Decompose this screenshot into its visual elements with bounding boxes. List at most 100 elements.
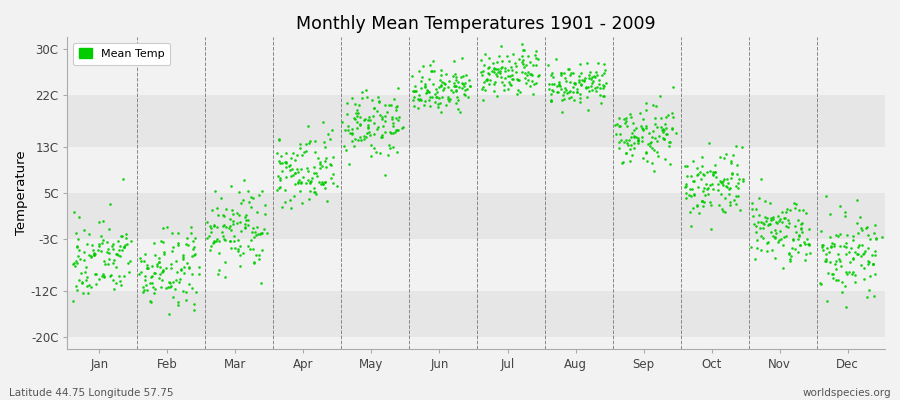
Point	[800, 236, 814, 242]
Bar	[68, 95, 885, 147]
Point	[234, 228, 248, 234]
Point	[243, 246, 257, 252]
Point	[848, 249, 862, 256]
Point	[839, 251, 853, 257]
Point	[361, 125, 375, 131]
Point	[648, 115, 662, 122]
Point	[299, 148, 313, 154]
Point	[778, 233, 793, 240]
Point	[284, 205, 298, 211]
Point	[140, 287, 155, 293]
Point	[865, 252, 879, 258]
Point	[310, 173, 324, 179]
Point	[292, 177, 306, 183]
Point	[102, 255, 116, 262]
Point	[463, 83, 477, 90]
Point	[544, 72, 559, 78]
Point	[161, 278, 176, 285]
Point	[272, 137, 286, 143]
Point	[238, 224, 252, 231]
Point	[626, 140, 641, 146]
Point	[102, 226, 116, 233]
Point	[353, 134, 367, 141]
Point	[91, 247, 105, 254]
Point	[815, 246, 830, 253]
Point	[584, 76, 598, 82]
Point	[634, 137, 649, 144]
Point	[591, 60, 606, 66]
Point	[868, 293, 882, 299]
Point	[360, 130, 374, 136]
Point	[623, 110, 637, 117]
Point	[510, 76, 525, 82]
Point	[148, 252, 162, 258]
Point	[597, 93, 611, 99]
Point	[700, 169, 715, 176]
Point	[350, 107, 365, 113]
Point	[754, 176, 769, 182]
Point	[500, 67, 515, 73]
Point	[166, 294, 180, 300]
Point	[792, 206, 806, 213]
Point	[820, 245, 834, 252]
Point	[568, 81, 582, 87]
Point	[163, 280, 177, 286]
Point	[613, 131, 627, 137]
Point	[158, 249, 172, 255]
Point	[226, 218, 240, 224]
Point	[342, 130, 356, 136]
Point	[110, 251, 124, 258]
Point	[143, 279, 157, 286]
Point	[211, 212, 225, 218]
Point	[78, 276, 93, 283]
Point	[96, 218, 111, 224]
Point	[774, 236, 788, 242]
Point	[581, 72, 596, 78]
Point	[679, 182, 693, 189]
Point	[707, 162, 722, 168]
Point	[744, 244, 759, 250]
Point	[826, 241, 841, 247]
Point	[617, 120, 632, 126]
Point	[595, 93, 609, 99]
Point	[171, 299, 185, 306]
Point	[634, 125, 649, 131]
Point	[453, 109, 467, 115]
Point	[839, 304, 853, 310]
Point	[704, 202, 718, 208]
Point	[756, 220, 770, 226]
Point	[293, 141, 308, 147]
Point	[108, 280, 122, 286]
Point	[850, 244, 865, 250]
Point	[301, 123, 315, 130]
Point	[81, 290, 95, 296]
Point	[439, 102, 454, 108]
Point	[329, 183, 344, 189]
Point	[530, 56, 544, 62]
Point	[517, 61, 531, 68]
Point	[243, 204, 257, 210]
Point	[775, 265, 789, 271]
Point	[145, 284, 159, 290]
Point	[814, 242, 829, 248]
Point	[418, 98, 432, 104]
Point	[223, 182, 238, 189]
Point	[790, 236, 805, 242]
Point	[179, 235, 194, 241]
Point	[248, 229, 262, 235]
Point	[144, 280, 158, 286]
Point	[501, 73, 516, 80]
Point	[611, 138, 625, 145]
Point	[554, 70, 569, 76]
Point	[454, 74, 468, 81]
Point	[513, 88, 527, 95]
Point	[76, 290, 90, 296]
Point	[284, 154, 298, 161]
Point	[650, 149, 664, 155]
Point	[854, 253, 868, 260]
Point	[290, 152, 304, 158]
Point	[751, 236, 765, 243]
Point	[623, 158, 637, 164]
Point	[508, 63, 523, 69]
Point	[558, 85, 572, 91]
